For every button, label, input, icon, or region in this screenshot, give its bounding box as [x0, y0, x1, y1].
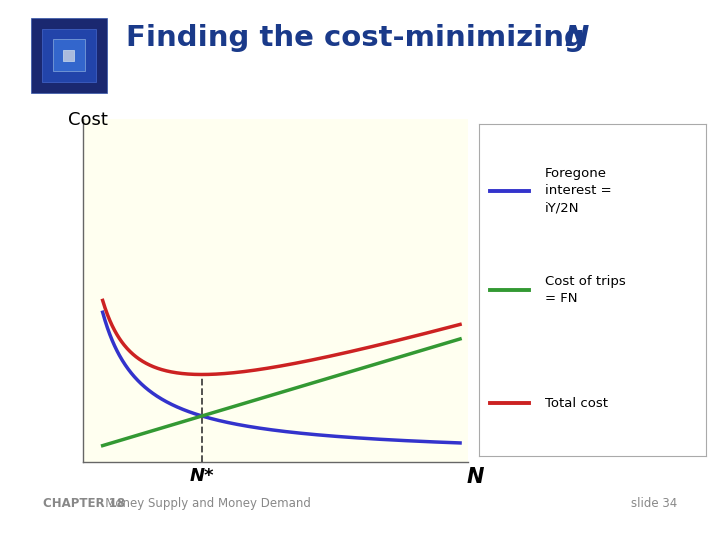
Text: slide 34: slide 34 — [631, 497, 677, 510]
Bar — [42, 29, 96, 82]
Text: Foregone
interest =
iY/2N: Foregone interest = iY/2N — [544, 167, 611, 214]
Text: Cost of trips
= FN: Cost of trips = FN — [544, 275, 626, 305]
Text: N: N — [564, 24, 589, 52]
Text: N: N — [467, 467, 484, 487]
Text: Finding the cost-minimizing: Finding the cost-minimizing — [126, 24, 595, 52]
Text: CHAPTER 18: CHAPTER 18 — [43, 497, 125, 510]
Bar — [53, 39, 85, 71]
Text: Total cost: Total cost — [544, 397, 608, 410]
Bar — [63, 50, 74, 60]
Bar — [31, 18, 107, 93]
Text: N*: N* — [189, 467, 214, 485]
Text: Cost: Cost — [68, 111, 108, 129]
Text: Money Supply and Money Demand: Money Supply and Money Demand — [94, 497, 310, 510]
